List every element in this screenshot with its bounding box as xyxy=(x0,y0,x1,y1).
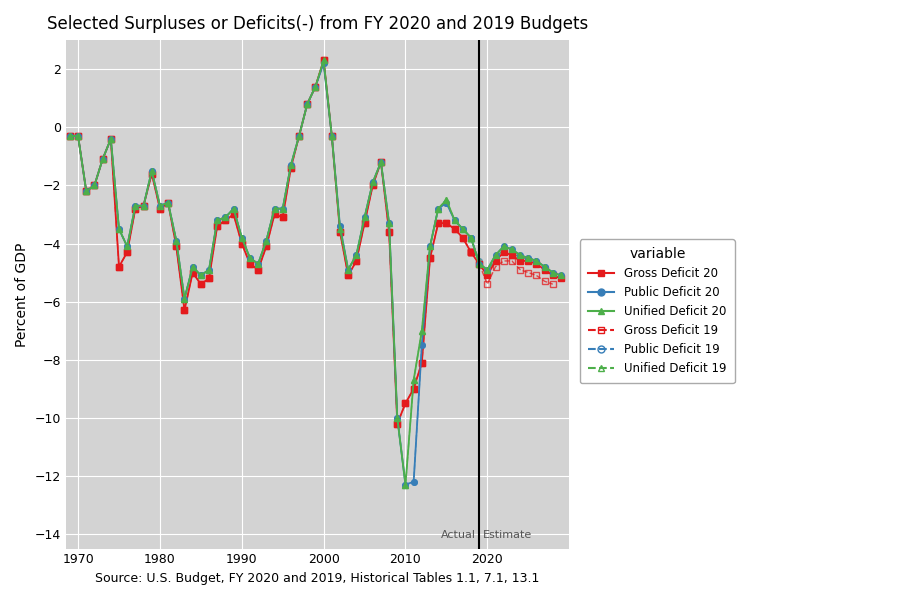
Unified Deficit 20 xyxy=(531,257,542,265)
Gross Deficit 19 xyxy=(523,269,534,276)
Unified Deficit 20 xyxy=(499,243,509,250)
Unified Deficit 20 xyxy=(482,266,492,273)
Title: Selected Surpluses or Deficits(-) from FY 2020 and 2019 Budgets: Selected Surpluses or Deficits(-) from F… xyxy=(47,15,588,33)
Unified Deficit 19 xyxy=(499,246,509,253)
Gross Deficit 20 xyxy=(539,266,550,273)
Legend: Gross Deficit 20, Public Deficit 20, Unified Deficit 20, Gross Deficit 19, Publi: Gross Deficit 20, Public Deficit 20, Uni… xyxy=(580,239,734,383)
Unified Deficit 19 xyxy=(465,234,476,241)
Gross Deficit 19 xyxy=(465,248,476,256)
Gross Deficit 20 xyxy=(499,248,509,256)
Public Deficit 20 xyxy=(555,272,566,279)
Public Deficit 19 xyxy=(465,234,476,241)
Gross Deficit 20 xyxy=(555,275,566,282)
Unified Deficit 19 xyxy=(531,257,542,265)
Text: Estimate: Estimate xyxy=(482,530,532,540)
Line: Unified Deficit 20: Unified Deficit 20 xyxy=(468,235,563,278)
Line: Unified Deficit 19: Unified Deficit 19 xyxy=(468,235,555,275)
Public Deficit 19 xyxy=(507,248,517,256)
Public Deficit 19 xyxy=(523,254,534,262)
Gross Deficit 20 xyxy=(491,257,501,265)
Gross Deficit 19 xyxy=(482,281,492,288)
Line: Gross Deficit 19: Gross Deficit 19 xyxy=(468,250,555,287)
Gross Deficit 20 xyxy=(473,260,484,268)
Unified Deficit 20 xyxy=(515,251,526,259)
Unified Deficit 20 xyxy=(547,269,558,276)
Gross Deficit 20 xyxy=(547,272,558,279)
Unified Deficit 19 xyxy=(465,234,476,241)
Unified Deficit 20 xyxy=(539,263,550,271)
Public Deficit 20 xyxy=(539,263,550,271)
Gross Deficit 19 xyxy=(531,272,542,279)
Unified Deficit 19 xyxy=(507,248,517,256)
Text: Actual: Actual xyxy=(441,530,476,540)
Public Deficit 20 xyxy=(482,266,492,273)
Public Deficit 19 xyxy=(473,257,484,265)
Public Deficit 20 xyxy=(531,257,542,265)
Unified Deficit 20 xyxy=(507,246,517,253)
Public Deficit 20 xyxy=(491,251,501,259)
Public Deficit 20 xyxy=(473,260,484,268)
Unified Deficit 19 xyxy=(491,254,501,262)
Line: Gross Deficit 20: Gross Deficit 20 xyxy=(468,250,563,281)
Unified Deficit 20 xyxy=(523,254,534,262)
Unified Deficit 20 xyxy=(465,234,476,241)
Gross Deficit 19 xyxy=(473,260,484,268)
Unified Deficit 19 xyxy=(547,269,558,276)
Gross Deficit 20 xyxy=(507,251,517,259)
Gross Deficit 19 xyxy=(491,263,501,271)
Gross Deficit 19 xyxy=(515,266,526,273)
Public Deficit 19 xyxy=(515,254,526,262)
Public Deficit 19 xyxy=(531,257,542,265)
Unified Deficit 20 xyxy=(555,272,566,279)
Public Deficit 19 xyxy=(491,254,501,262)
Line: Public Deficit 19: Public Deficit 19 xyxy=(468,235,555,275)
Unified Deficit 19 xyxy=(482,269,492,276)
Gross Deficit 19 xyxy=(507,257,517,265)
Unified Deficit 20 xyxy=(491,251,501,259)
Unified Deficit 19 xyxy=(515,254,526,262)
Gross Deficit 20 xyxy=(465,248,476,256)
Unified Deficit 19 xyxy=(523,254,534,262)
Public Deficit 19 xyxy=(465,234,476,241)
Gross Deficit 20 xyxy=(515,257,526,265)
Gross Deficit 19 xyxy=(499,257,509,265)
Public Deficit 20 xyxy=(547,269,558,276)
X-axis label: Source: U.S. Budget, FY 2020 and 2019, Historical Tables 1.1, 7.1, 13.1: Source: U.S. Budget, FY 2020 and 2019, H… xyxy=(95,572,540,585)
Public Deficit 20 xyxy=(523,254,534,262)
Public Deficit 19 xyxy=(499,246,509,253)
Gross Deficit 20 xyxy=(531,260,542,268)
Unified Deficit 19 xyxy=(539,263,550,271)
Public Deficit 19 xyxy=(539,263,550,271)
Gross Deficit 20 xyxy=(482,272,492,279)
Gross Deficit 20 xyxy=(523,257,534,265)
Public Deficit 20 xyxy=(515,251,526,259)
Public Deficit 19 xyxy=(482,269,492,276)
Unified Deficit 19 xyxy=(473,257,484,265)
Public Deficit 19 xyxy=(547,269,558,276)
Y-axis label: Percent of GDP: Percent of GDP xyxy=(15,242,29,347)
Line: Public Deficit 20: Public Deficit 20 xyxy=(468,235,563,278)
Public Deficit 20 xyxy=(465,234,476,241)
Public Deficit 20 xyxy=(499,243,509,250)
Gross Deficit 19 xyxy=(465,248,476,256)
Unified Deficit 20 xyxy=(473,260,484,268)
Gross Deficit 19 xyxy=(547,281,558,288)
Public Deficit 20 xyxy=(507,246,517,253)
Gross Deficit 19 xyxy=(539,278,550,285)
